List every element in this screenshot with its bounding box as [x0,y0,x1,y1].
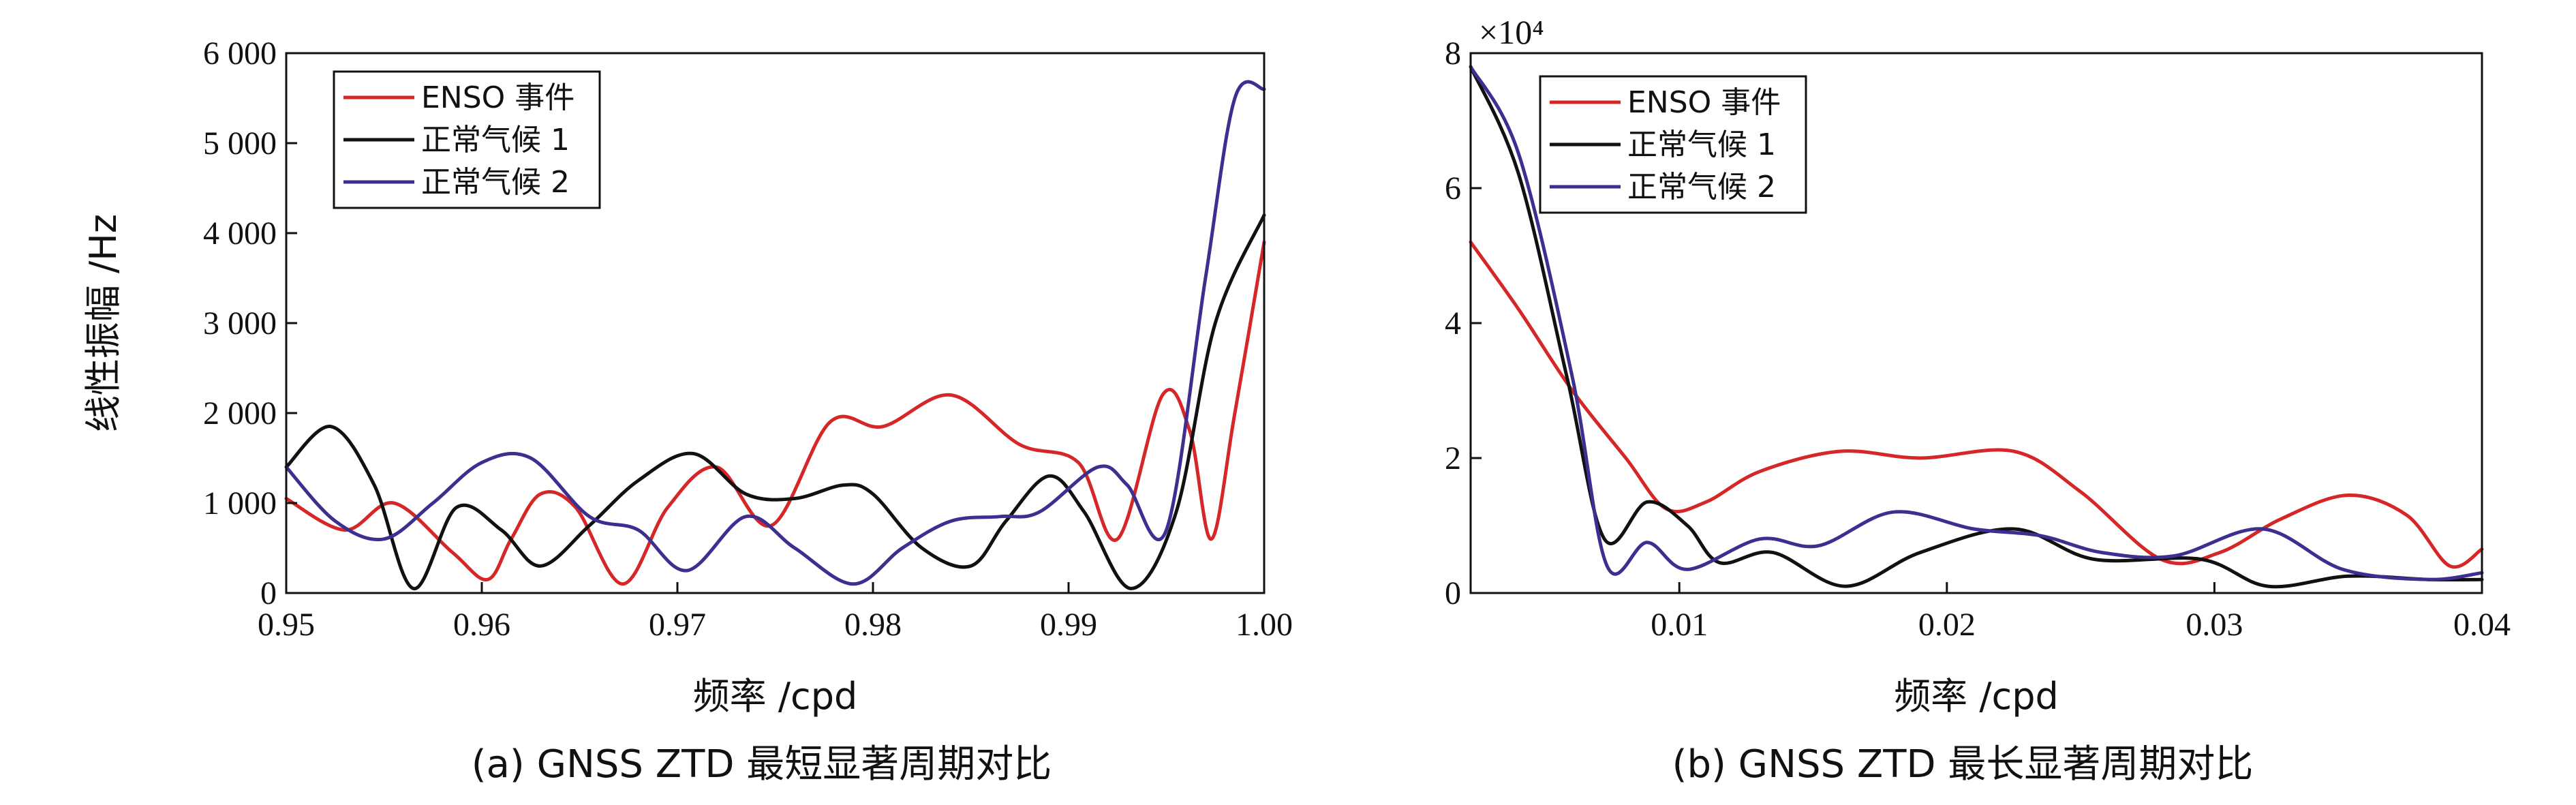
series-line-1 [1469,240,2484,569]
legend-label-2: 正常气候 1 [421,123,570,157]
panel-a-ticks: 0.95 0.96 0.97 0.98 0.99 1.00 0 1 000 2 000 3 000… [203,35,1293,643]
panel-b-caption: (b) GNSS ZTD 最长显著周期对比 [1672,742,2254,787]
legend-label-1: ENSO 事件 [421,80,574,115]
panel-b-series [1469,65,2484,589]
series-line-3 [1469,65,2484,581]
legend-label-3: 正常气候 2 [421,165,570,200]
x-tick-label: 0.96 [453,607,510,643]
y-tick-label: 8 [1445,35,1461,72]
x-tick-label: 0.04 [2453,607,2511,643]
y-tick-label: 0 [1445,575,1461,611]
legend-label-1: ENSO 事件 [1627,85,1781,120]
panel-a-series [284,80,1266,590]
series-line-1 [284,240,1266,586]
panel-a-x-axis-label: 频率 /cpd [693,675,858,718]
panel-a-caption: (a) GNSS ZTD 最短显著周期对比 [472,742,1052,787]
x-tick-label: 0.03 [2186,607,2243,643]
x-tick-label: 0.98 [844,607,902,643]
legend-label-3: 正常气候 2 [1627,170,1776,204]
y-tick-label: 1 000 [203,485,277,521]
panel-b-x-axis-label: 频率 /cpd [1894,675,2059,718]
x-tick-label: 1.00 [1236,607,1293,643]
series-line-3 [284,80,1266,586]
x-tick-label: 0.02 [1918,607,1976,643]
y-tick-label: 6 000 [203,35,277,72]
y-tick-label: 4 000 [203,215,277,252]
y-tick-label: 5 000 [203,125,277,162]
x-tick-label: 0.99 [1040,607,1097,643]
y-tick-label: 4 [1445,305,1461,341]
series-line-2 [284,213,1266,590]
y-tick-label: 0 [260,575,277,611]
x-tick-label: 0.95 [258,607,315,643]
x-tick-label: 0.97 [649,607,706,643]
y-tick-label: 6 [1445,170,1461,207]
x-tick-label: 0.01 [1651,607,1708,643]
panel-b: 0.01 0.02 0.03 0.04 0 2 4 6 8 ×10⁴ 频率 /cpd (b) G… [1445,13,2511,787]
legend-label-2: 正常气候 1 [1627,127,1776,162]
panel-b-ticks: 0.01 0.02 0.03 0.04 0 2 4 6 8 [1445,35,2511,643]
y-tick-label: 2 000 [203,395,277,431]
y-tick-label: 2 [1445,440,1461,476]
series-line-2 [1469,65,2484,589]
panel-b-y-exponent: ×10⁴ [1479,13,1544,51]
y-tick-label: 3 000 [203,305,277,341]
panel-a: 0.95 0.96 0.97 0.98 0.99 1.00 0 1 000 2 000 3 000… [82,35,1293,787]
panel-a-y-axis-label: 线性振幅 /Hz [82,214,125,432]
